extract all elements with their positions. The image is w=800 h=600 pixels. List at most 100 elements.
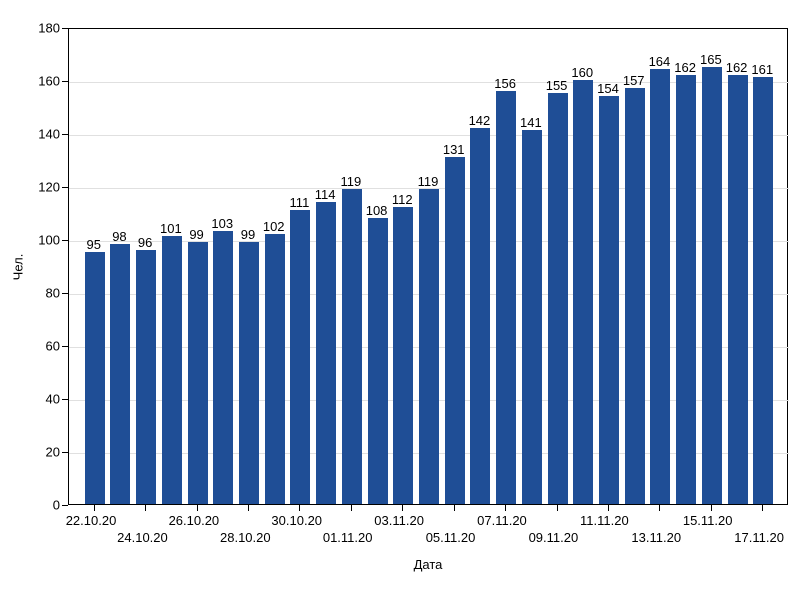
bar	[702, 67, 722, 504]
ytick-label: 180	[38, 21, 60, 36]
bar-value-label: 108	[366, 203, 388, 218]
ytick-mark	[62, 452, 68, 453]
bar	[342, 189, 362, 504]
xtick-mark	[402, 505, 403, 511]
bar	[419, 189, 439, 504]
bar	[599, 96, 619, 504]
bar-value-label: 98	[112, 229, 126, 244]
ytick-label: 160	[38, 74, 60, 89]
bar-value-label: 157	[623, 73, 645, 88]
xtick-mark	[505, 505, 506, 511]
bar-value-label: 165	[700, 52, 722, 67]
ytick-mark	[62, 187, 68, 188]
bar	[213, 231, 233, 504]
bar-value-label: 154	[597, 81, 619, 96]
bar	[728, 75, 748, 504]
xtick-label: 22.10.20	[66, 513, 117, 528]
ytick-mark	[62, 240, 68, 241]
xtick-mark	[454, 505, 455, 511]
bar-value-label: 103	[211, 216, 233, 231]
bar-value-label: 160	[571, 65, 593, 80]
bar	[625, 88, 645, 504]
ytick-label: 140	[38, 127, 60, 142]
ytick-label: 120	[38, 180, 60, 195]
bar	[188, 242, 208, 504]
xtick-mark	[711, 505, 712, 511]
xtick-mark	[659, 505, 660, 511]
xtick-mark	[299, 505, 300, 511]
bar	[239, 242, 259, 504]
bar	[496, 91, 516, 504]
bar-value-label: 141	[520, 115, 542, 130]
xtick-label: 30.10.20	[271, 513, 322, 528]
ytick-mark	[62, 346, 68, 347]
bar-value-label: 162	[726, 60, 748, 75]
bar	[265, 234, 285, 504]
ytick-label: 40	[46, 392, 60, 407]
bar-value-label: 161	[751, 62, 773, 77]
xtick-mark	[557, 505, 558, 511]
ytick-label: 80	[46, 286, 60, 301]
bar	[162, 236, 182, 504]
xtick-mark	[145, 505, 146, 511]
ytick-mark	[62, 505, 68, 506]
xtick-mark	[248, 505, 249, 511]
bar	[110, 244, 130, 504]
bar-value-label: 156	[494, 76, 516, 91]
xtick-label: 28.10.20	[220, 530, 271, 545]
bar-value-label: 142	[469, 113, 491, 128]
bar	[522, 130, 542, 504]
ytick-mark	[62, 81, 68, 82]
ytick-label: 100	[38, 233, 60, 248]
bar-value-label: 162	[674, 60, 696, 75]
xtick-mark	[351, 505, 352, 511]
bar-value-label: 119	[418, 174, 439, 189]
bar-value-label: 164	[649, 54, 671, 69]
xtick-mark	[197, 505, 198, 511]
bar-chart: Чел. Дата 020406080100120140160180959896…	[0, 0, 800, 600]
xtick-label: 01.11.20	[323, 530, 373, 545]
ytick-mark	[62, 134, 68, 135]
bar	[548, 93, 568, 504]
bar-value-label: 99	[189, 227, 203, 242]
bar	[85, 252, 105, 504]
bar-value-label: 111	[290, 195, 310, 210]
x-axis-label: Дата	[414, 557, 443, 572]
xtick-label: 07.11.20	[477, 513, 527, 528]
bar-value-label: 95	[86, 237, 100, 252]
xtick-label: 05.11.20	[426, 530, 476, 545]
ytick-label: 60	[46, 339, 60, 354]
bar	[368, 218, 388, 504]
bar	[136, 250, 156, 504]
xtick-mark	[608, 505, 609, 511]
bar-value-label: 119	[340, 174, 361, 189]
ytick-mark	[62, 28, 68, 29]
plot-area	[68, 28, 788, 505]
y-axis-label: Чел.	[11, 253, 26, 280]
ytick-label: 0	[53, 498, 60, 513]
bar-value-label: 114	[315, 187, 336, 202]
ytick-mark	[62, 293, 68, 294]
bar	[573, 80, 593, 504]
bar	[753, 77, 773, 504]
bar-value-label: 131	[443, 142, 465, 157]
xtick-mark	[762, 505, 763, 511]
xtick-label: 26.10.20	[169, 513, 220, 528]
xtick-label: 11.11.20	[580, 513, 629, 528]
bar	[290, 210, 310, 504]
bar-value-label: 96	[138, 235, 152, 250]
bar	[470, 128, 490, 504]
xtick-label: 15.11.20	[683, 513, 733, 528]
bar-value-label: 102	[263, 219, 285, 234]
xtick-label: 09.11.20	[529, 530, 579, 545]
bar	[650, 69, 670, 504]
bar	[676, 75, 696, 504]
bar-value-label: 101	[160, 221, 182, 236]
bar	[316, 202, 336, 504]
ytick-mark	[62, 399, 68, 400]
bar	[393, 207, 413, 504]
xtick-label: 03.11.20	[374, 513, 424, 528]
bar-value-label: 155	[546, 78, 568, 93]
xtick-mark	[94, 505, 95, 511]
bar	[445, 157, 465, 504]
